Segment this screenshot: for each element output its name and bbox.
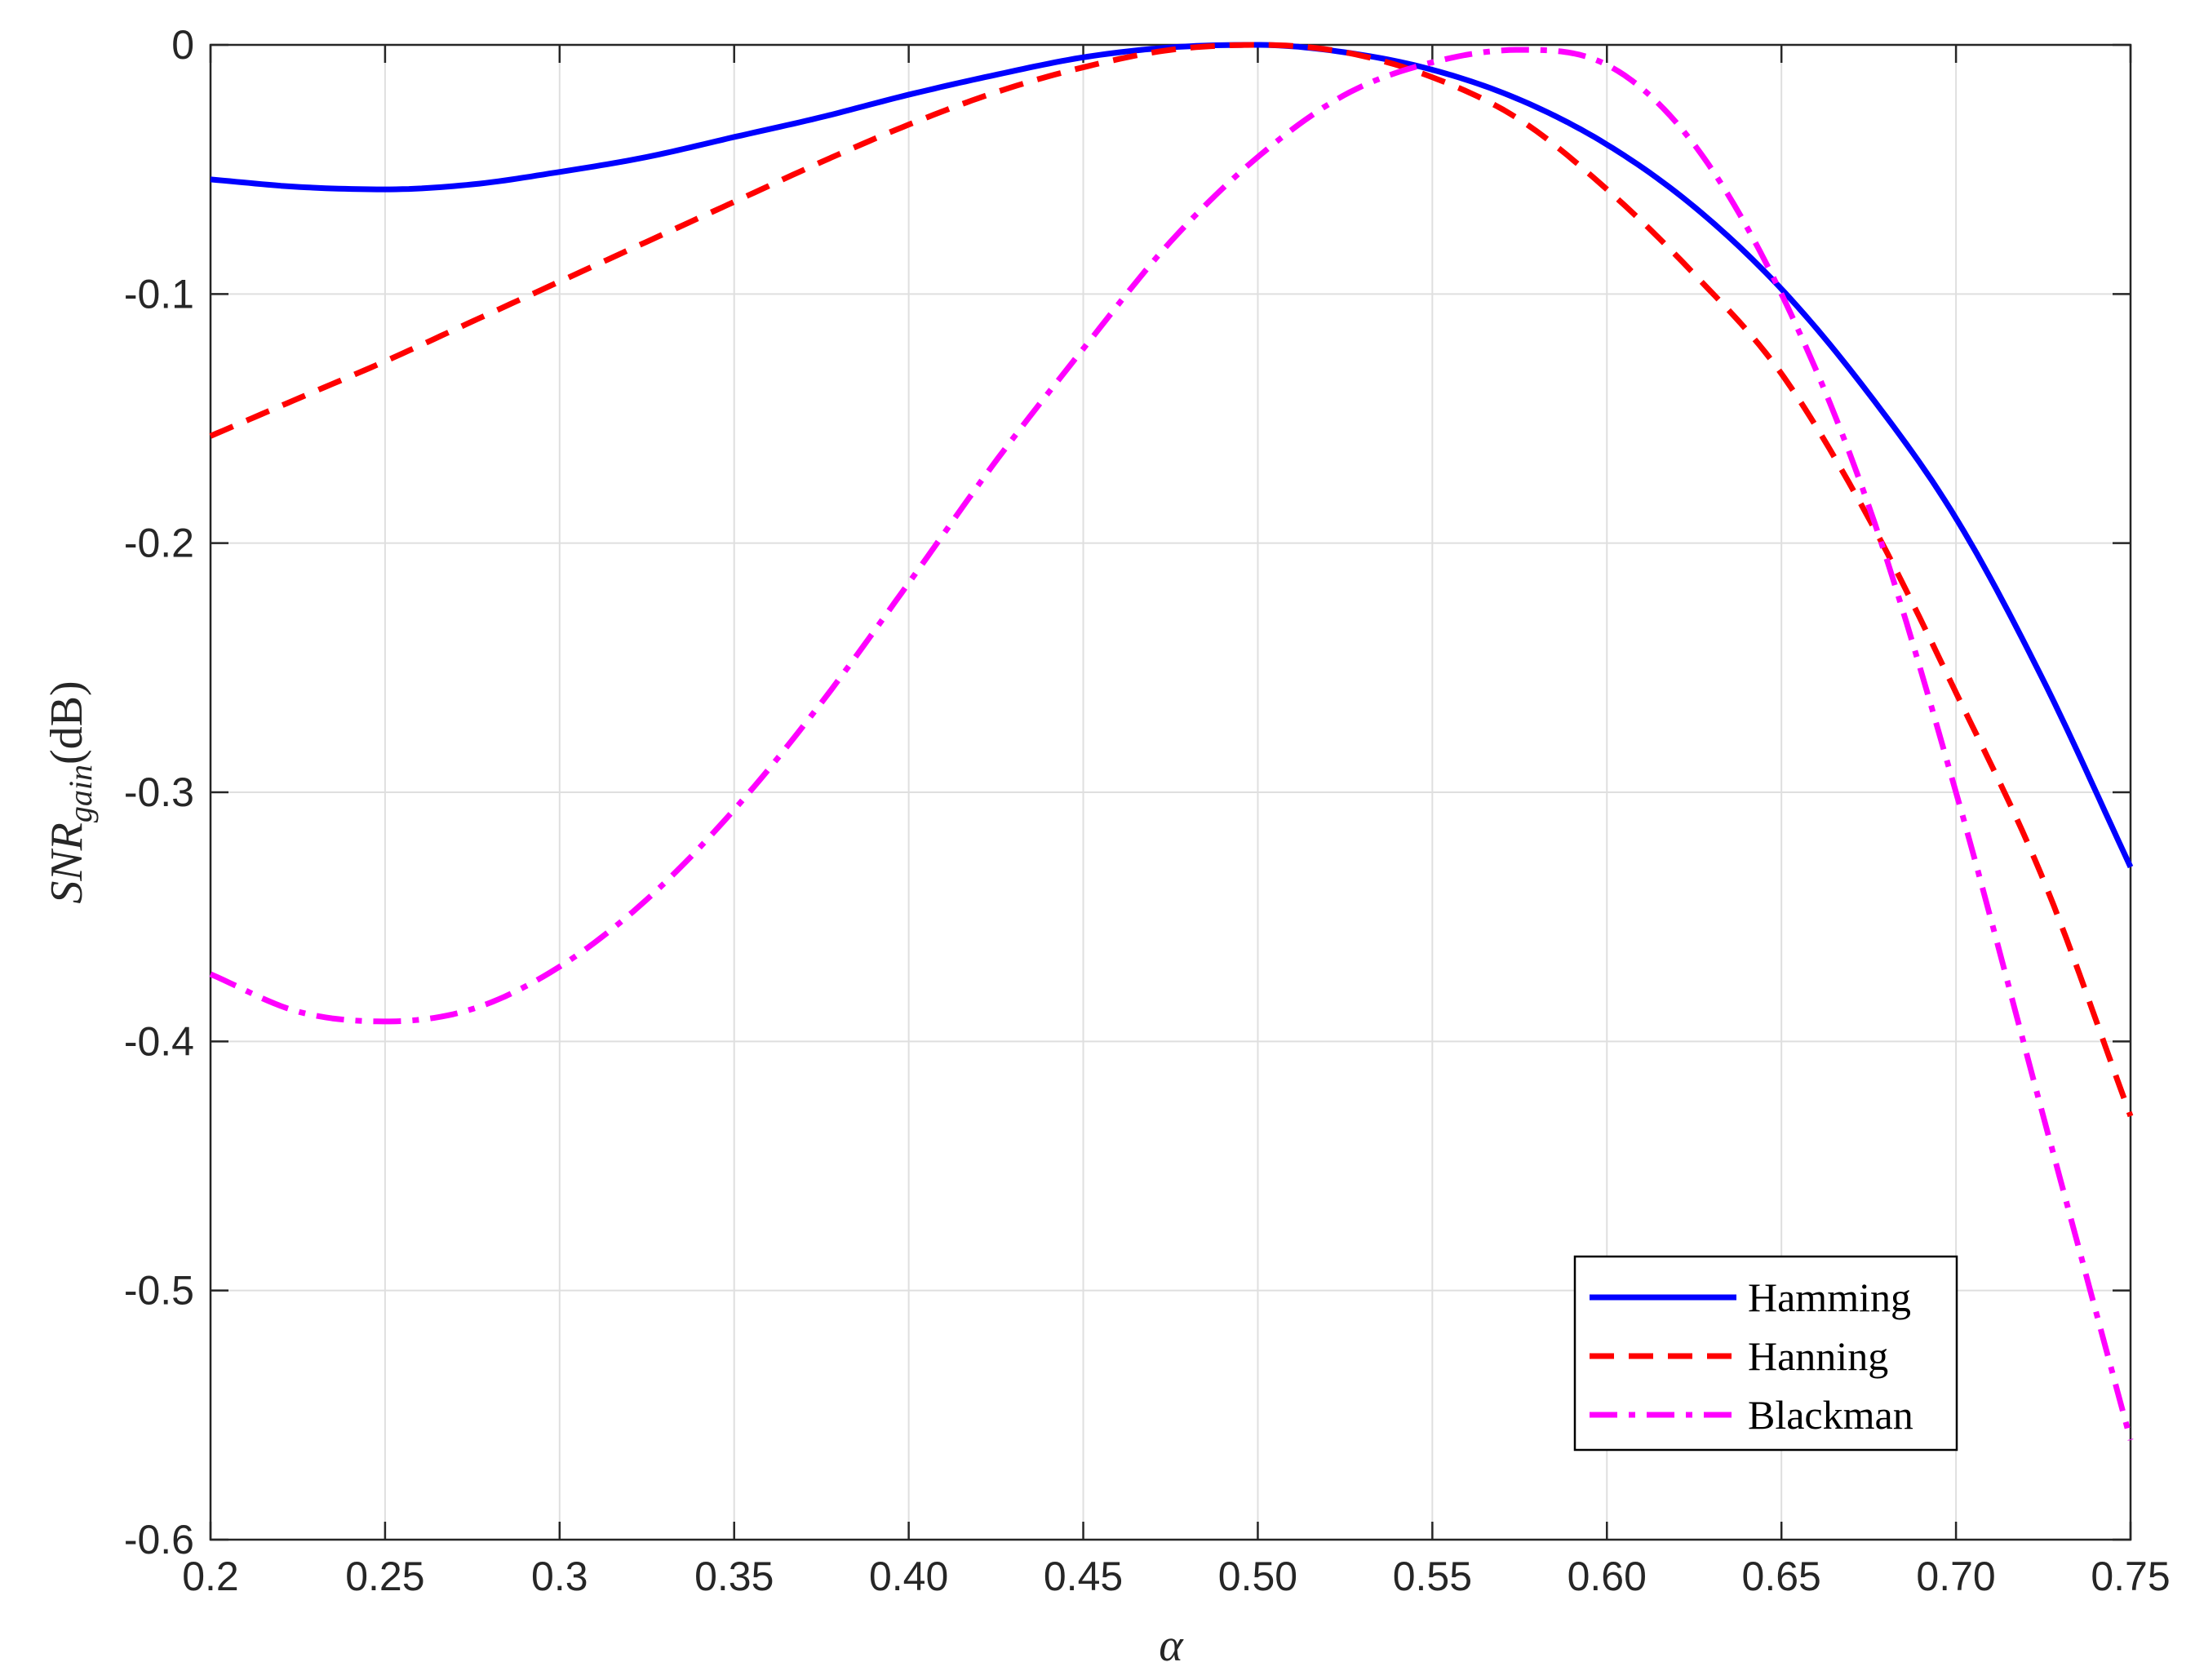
- y-axis-label-unit: (dB): [42, 680, 92, 765]
- x-tick-label: 0.3: [531, 1554, 588, 1599]
- y-tick-label: -0.3: [124, 769, 194, 815]
- x-tick-label: 0.60: [1568, 1554, 1647, 1599]
- y-tick-label: -0.5: [124, 1268, 194, 1314]
- x-tick-label: 0.55: [1393, 1554, 1472, 1599]
- x-tick-label: 0.75: [2091, 1554, 2170, 1599]
- x-tick-label: 0.35: [694, 1554, 774, 1599]
- y-axis-label-subscript: gain: [62, 765, 99, 822]
- y-tick-label: -0.1: [124, 271, 194, 317]
- y-axis-label: SNRgain(dB): [42, 680, 99, 903]
- x-tick-label: 0.2: [182, 1554, 239, 1599]
- series-line-hanning: [209, 42, 2134, 1118]
- x-axis-label: α: [1159, 1620, 1184, 1671]
- svg-text:SNRgain(dB): SNRgain(dB): [42, 680, 99, 903]
- legend-label-hamming: Hamming: [1748, 1274, 1911, 1320]
- legend-label-hanning: Hanning: [1748, 1333, 1888, 1379]
- y-tick-label: -0.2: [124, 521, 194, 566]
- x-tick-label: 0.25: [345, 1554, 424, 1599]
- tick-labels: 0.2 0.25 0.3 0.35 0.40 0.45 0.50 0.55 0.60 0.65 0.…: [124, 22, 2171, 1599]
- x-tick-label: 0.40: [869, 1554, 948, 1599]
- x-tick-label: 0.65: [1742, 1554, 1821, 1599]
- x-tick-label: 0.50: [1218, 1554, 1297, 1599]
- x-tick-label: 0.70: [1916, 1554, 1995, 1599]
- y-tick-label: 0: [171, 22, 194, 68]
- series-line-blackman: [209, 47, 2134, 1441]
- legend-label-blackman: Blackman: [1748, 1392, 1913, 1438]
- x-tick-label: 0.45: [1044, 1554, 1123, 1599]
- y-axis-label-main: SNR: [42, 822, 92, 904]
- y-tick-label: -0.6: [124, 1517, 194, 1563]
- y-tick-label: -0.4: [124, 1018, 194, 1064]
- legend: Hamming Hanning Blackman: [1573, 1255, 1958, 1452]
- series-layer: [209, 42, 2134, 1441]
